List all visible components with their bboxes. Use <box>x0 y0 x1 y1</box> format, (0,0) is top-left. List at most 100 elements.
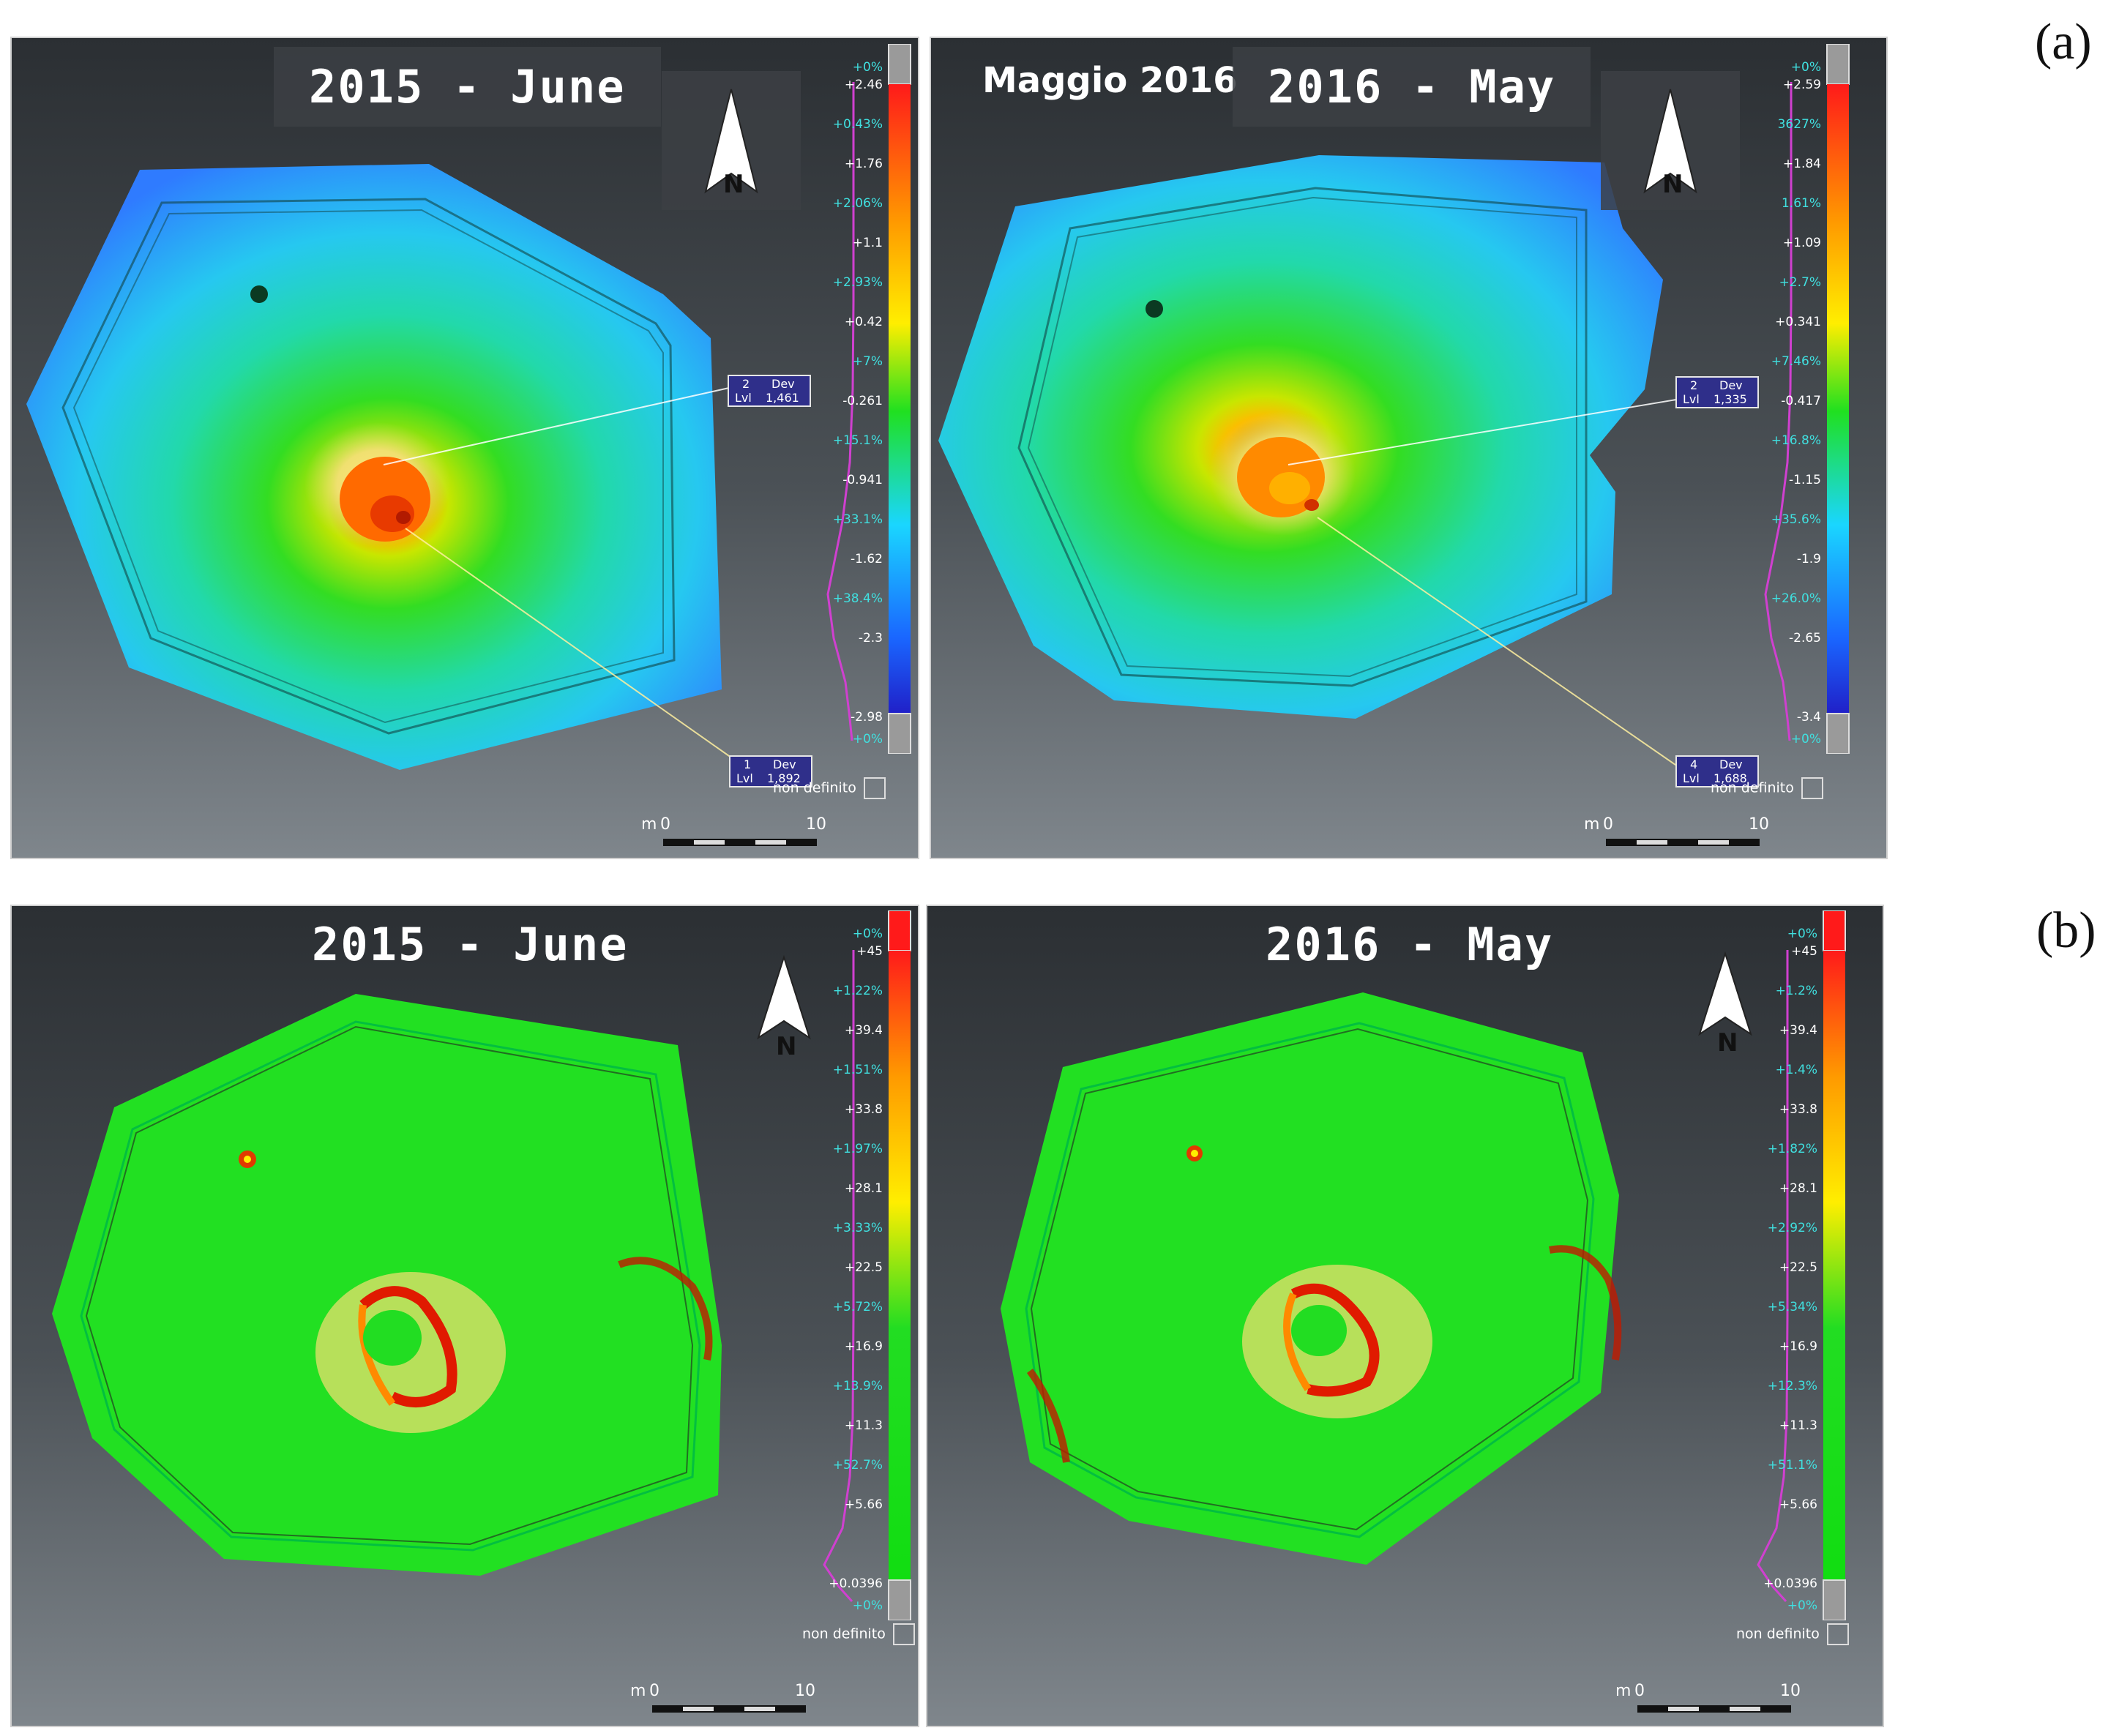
pct-label: +16.8% <box>1771 433 1821 448</box>
panel-title: 2015 - June <box>274 47 661 127</box>
value-label: +39.4 <box>844 1023 883 1038</box>
value-label: -2.65 <box>1789 631 1821 646</box>
pct-label: +0% <box>852 927 883 941</box>
pct-label: +1.4% <box>1775 1063 1817 1077</box>
scale-bar <box>652 1705 806 1713</box>
value-label: -1.62 <box>851 552 883 566</box>
value-label: +28.1 <box>844 1181 883 1196</box>
pct-label: +33.1% <box>832 512 883 527</box>
pct-label: +2.7% <box>1779 275 1821 290</box>
north-arrow: N <box>1689 946 1762 1063</box>
panel-title: 2016 - May <box>1266 918 1554 971</box>
north-label: N <box>1717 1028 1738 1058</box>
value-label: +11.3 <box>1779 1418 1817 1433</box>
scale-bar-labels: m 0 10 <box>630 1682 815 1700</box>
scale-bar <box>1637 1705 1791 1713</box>
value-label: -1.15 <box>1789 473 1821 487</box>
scale-bar-labels: m 0 10 <box>641 815 826 834</box>
pct-label: +0% <box>1790 732 1821 747</box>
value-label: +0.0396 <box>829 1576 883 1591</box>
pct-label: +7.46% <box>1771 354 1821 369</box>
pct-label: +2.06% <box>832 196 883 211</box>
pct-label: +51.1% <box>1767 1458 1817 1473</box>
value-label: +0.0396 <box>1763 1576 1817 1591</box>
pct-label: +52.7% <box>832 1458 883 1473</box>
panel-a-2016: Maggio 2016 2016 - May N 2 Dev Lvl 1,335… <box>930 37 1888 859</box>
north-arrow: N <box>747 950 821 1067</box>
color-scale-ticks: +0% +2.59 3627% +1.84 1.61% +1.09 +2.7% … <box>1711 60 1821 785</box>
value-label: -0.417 <box>1781 394 1821 408</box>
north-arrow-icon <box>704 89 758 194</box>
measurement-tag: 2 Dev Lvl 1,335 <box>1675 376 1759 408</box>
value-label: -3.4 <box>1796 710 1821 725</box>
pct-label: +3.33% <box>832 1221 883 1235</box>
pct-label: +13.9% <box>832 1379 883 1393</box>
pct-label: +0% <box>1787 927 1817 941</box>
point-cloud-roughness-map <box>1001 992 1622 1565</box>
pct-label: +0% <box>852 1598 883 1613</box>
figure-label-a: (a) <box>2035 14 2092 70</box>
north-arrow: N <box>662 71 801 210</box>
pct-label: +38.4% <box>832 591 883 606</box>
panel-a-2015: 2015 - June N 2 Dev Lvl 1,461 1 Dev Lvl … <box>10 37 919 859</box>
color-scale-bar <box>888 44 911 754</box>
north-arrow-icon <box>757 954 811 1040</box>
value-label: -0.941 <box>842 473 883 487</box>
not-defined-legend: non definito <box>773 777 886 799</box>
pct-label: +35.6% <box>1771 512 1821 527</box>
value-label: +0.42 <box>844 315 883 329</box>
value-label: +1.1 <box>852 236 883 250</box>
color-scale-ticks: +0% +2.46 +0.43% +1.76 +2.06% +1.1 +2.93… <box>773 60 883 785</box>
value-label: +45 <box>1791 944 1817 959</box>
value-label: +33.8 <box>1779 1102 1817 1117</box>
north-label: N <box>1662 170 1683 199</box>
color-scale-bar <box>888 910 911 1620</box>
value-label: +1.76 <box>844 157 883 171</box>
pct-label: +0% <box>852 60 883 75</box>
panel-title: 2015 - June <box>312 918 629 971</box>
histogram-curve <box>823 950 855 1603</box>
color-scale-bar <box>1826 44 1850 754</box>
not-defined-legend: non definito <box>1711 777 1823 799</box>
value-label: -0.261 <box>842 394 883 408</box>
value-label: +22.5 <box>844 1260 883 1275</box>
histogram-curve <box>1757 950 1789 1603</box>
not-defined-legend: non definito <box>1736 1623 1849 1645</box>
value-label: +28.1 <box>1779 1181 1817 1196</box>
pct-label: +5.34% <box>1767 1300 1817 1314</box>
pct-label: +1.22% <box>832 984 883 998</box>
panel-b-2016: 2016 - May N +0% +45 +1.2% +39.4 +1.4% +… <box>926 905 1884 1727</box>
value-label: +33.8 <box>844 1102 883 1117</box>
measurement-tag: 2 Dev Lvl 1,461 <box>728 375 811 407</box>
north-arrow-icon <box>1698 951 1752 1036</box>
scale-bar-labels: m 0 10 <box>1615 1682 1801 1700</box>
value-label: +5.66 <box>844 1497 883 1512</box>
color-scale-ticks: +0% +45 +1.22% +39.4 +1.51% +33.8 +1.97%… <box>773 927 883 1651</box>
histogram-curve <box>1764 82 1793 741</box>
pct-label: +1.97% <box>832 1142 883 1156</box>
value-label: -2.98 <box>851 710 883 725</box>
scale-bar <box>1606 839 1760 846</box>
value-label: +5.66 <box>1779 1497 1817 1512</box>
value-label: +11.3 <box>844 1418 883 1433</box>
pct-label: +0% <box>1790 60 1821 75</box>
value-label: -1.9 <box>1796 552 1821 566</box>
pct-label: +0% <box>1787 1598 1817 1613</box>
pct-label: 1.61% <box>1781 196 1821 211</box>
point-cloud-deviation-map <box>26 164 744 770</box>
histogram-curve <box>826 82 855 741</box>
pct-label: +0% <box>852 732 883 747</box>
color-scale-ticks: +0% +45 +1.2% +39.4 +1.4% +33.8 +1.82% +… <box>1708 927 1817 1651</box>
north-label: N <box>723 170 744 199</box>
scale-bar <box>663 839 817 846</box>
point-cloud-roughness-map <box>52 994 722 1576</box>
value-label: -2.3 <box>858 631 883 646</box>
pct-label: +1.51% <box>832 1063 883 1077</box>
pct-label: +2.92% <box>1767 1221 1817 1235</box>
panel-subtitle: Maggio 2016 <box>982 60 1238 101</box>
value-label: +16.9 <box>844 1339 883 1354</box>
measurement-tag: 1 Dev Lvl 1,892 <box>729 755 812 787</box>
color-scale-bar <box>1823 910 1846 1620</box>
north-label: N <box>776 1032 797 1061</box>
pct-label: +15.1% <box>832 433 883 448</box>
